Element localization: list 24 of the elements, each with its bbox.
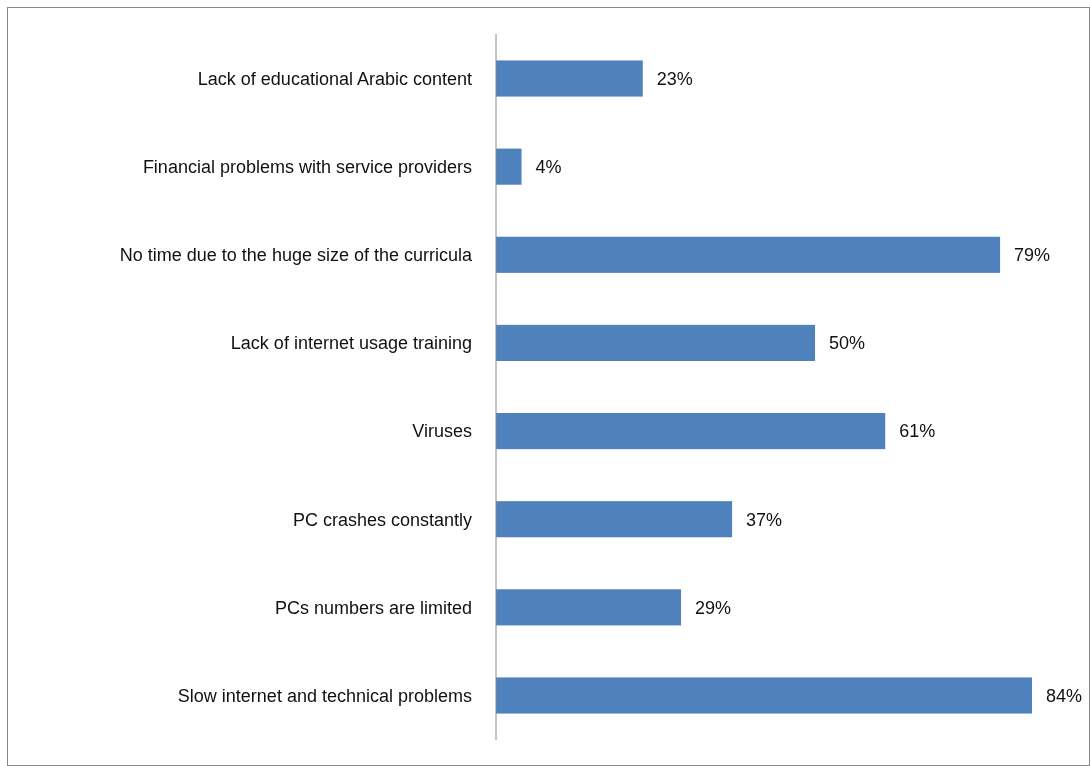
y-tick-label: Viruses [412,421,472,442]
y-tick-label: Lack of educational Arabic content [197,68,472,89]
bar [496,236,1001,273]
data-label: 23% [656,68,693,89]
data-label: 50% [829,333,866,354]
data-label: 37% [746,509,783,530]
data-label: 79% [1014,245,1051,266]
y-tick-label: Financial problems with service providers [142,156,472,177]
y-tick-label: PC crashes constantly [292,509,472,530]
bar [496,501,733,538]
y-tick-label: Lack of internet usage training [230,333,472,354]
data-label: 84% [1046,685,1083,706]
y-tick-label: PCs numbers are limited [274,597,472,618]
bar [496,413,886,450]
data-label: 61% [899,421,936,442]
data-label: 29% [695,597,732,618]
y-tick-label: Slow internet and technical problems [177,685,472,706]
bar [496,324,816,361]
bar [496,60,643,97]
y-tick-label: No time due to the huge size of the curricula [119,245,473,266]
bar [496,148,522,185]
data-label: 4% [535,156,562,177]
bar [496,589,682,626]
bar [496,677,1032,714]
